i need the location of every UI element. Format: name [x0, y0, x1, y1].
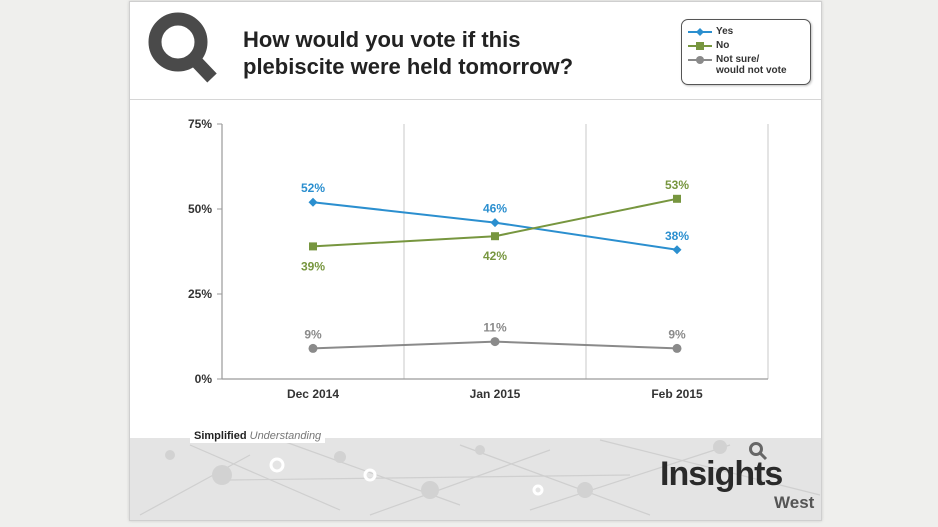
diamond-marker-icon — [688, 28, 712, 36]
slide-footer: Simplified Understanding Insights West — [130, 430, 821, 520]
brand-logo: Insights West — [660, 442, 814, 512]
x-tick-label: Feb 2015 — [651, 387, 703, 401]
y-tick-label: 75% — [188, 117, 212, 131]
data-label: 9% — [668, 327, 686, 341]
data-label: 53% — [665, 178, 689, 192]
chart-legend: Yes No Not sure/ would not vote — [681, 19, 811, 85]
legend-label-not-sure-line-2: would not vote — [716, 65, 787, 76]
circle-marker-icon — [688, 56, 712, 64]
chart-title: How would you vote if this plebiscite we… — [243, 26, 663, 80]
y-tick-label: 0% — [195, 372, 213, 386]
y-tick-label: 25% — [188, 287, 212, 301]
data-point — [672, 343, 682, 353]
data-point — [490, 218, 500, 228]
legend-label-not-sure-line-1: Not sure/ — [716, 54, 760, 65]
slide: How would you vote if this plebiscite we… — [129, 1, 822, 521]
data-point — [308, 197, 318, 207]
y-tick-label: 50% — [188, 202, 212, 216]
legend-label-no: No — [716, 40, 730, 51]
data-label: 39% — [301, 259, 325, 273]
brand-subname: West — [774, 493, 815, 512]
data-label: 46% — [483, 202, 507, 216]
magnifier-logo-icon — [148, 12, 217, 83]
chart-title-line-1: How would you vote if this — [243, 27, 521, 52]
data-label: 9% — [304, 327, 322, 341]
x-tick-label: Dec 2014 — [287, 387, 339, 401]
square-marker-icon — [688, 42, 712, 50]
data-point — [673, 194, 681, 203]
data-point — [491, 232, 499, 241]
data-point — [490, 337, 500, 347]
footer-divider — [130, 435, 821, 438]
legend-label-yes: Yes — [716, 26, 734, 37]
data-label: 52% — [301, 181, 325, 195]
data-point — [309, 242, 317, 251]
network-background-icon — [139, 439, 821, 516]
chart-title-line-2: plebiscite were held tomorrow? — [243, 54, 574, 79]
data-point — [672, 245, 682, 255]
legend-label-not-sure: Not sure/ would not vote — [716, 54, 787, 76]
x-tick-label: Jan 2015 — [470, 387, 521, 401]
data-label: 11% — [483, 321, 507, 335]
line-chart: 0% 25% 50% 75% Dec 2014 Jan 2015 Feb 2015 52% 46… — [188, 117, 769, 401]
data-point — [308, 343, 318, 353]
tagline-italic: Understanding — [249, 430, 322, 442]
brand-magnifier-icon — [749, 442, 768, 461]
data-label: 42% — [483, 249, 507, 263]
brand-name: Insights — [660, 455, 783, 493]
tagline: Simplified Understanding — [190, 430, 326, 443]
tagline-bold: Simplified — [194, 430, 247, 442]
slide-header: How would you vote if this plebiscite we… — [130, 2, 821, 100]
data-label: 38% — [665, 229, 689, 243]
